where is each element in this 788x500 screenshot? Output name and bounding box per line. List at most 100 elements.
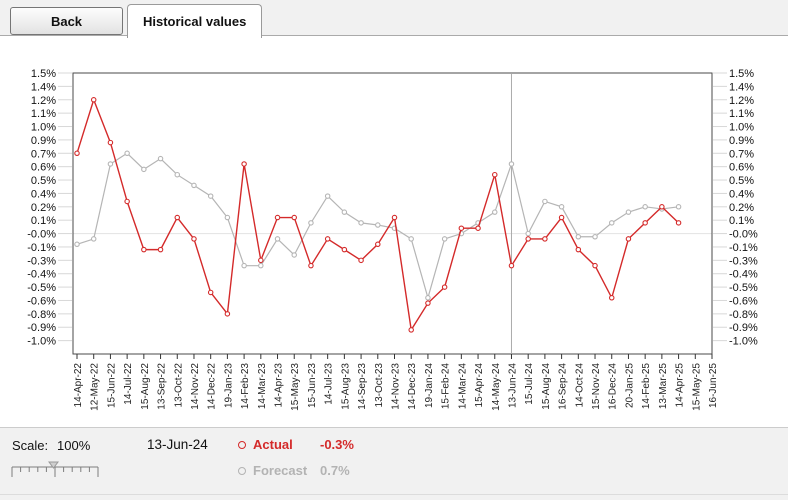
forecast-marker-icon <box>238 466 246 475</box>
svg-text:-0.9%: -0.9% <box>729 322 758 334</box>
plot-border <box>72 72 713 355</box>
svg-text:0.6%: 0.6% <box>729 162 754 174</box>
svg-text:13-Oct-23: 13-Oct-23 <box>374 363 385 408</box>
svg-text:-0.1%: -0.1% <box>729 242 758 254</box>
x-axis: 14-Apr-22 12-May-22 15-Jun-22 14-Jul-22 15-A… <box>73 354 719 411</box>
svg-text:14-Oct-24: 14-Oct-24 <box>574 363 585 408</box>
svg-text:-0.5%: -0.5% <box>729 282 758 294</box>
svg-text:-0.3%: -0.3% <box>27 255 56 267</box>
svg-text:0.9%: 0.9% <box>31 135 56 147</box>
svg-text:14-Apr-22: 14-Apr-22 <box>73 363 84 408</box>
svg-text:13-Jun-24: 13-Jun-24 <box>507 363 518 408</box>
svg-text:1.0%: 1.0% <box>729 122 754 134</box>
svg-text:14-Apr-23: 14-Apr-23 <box>274 363 285 408</box>
svg-text:15-Aug-24: 15-Aug-24 <box>541 363 552 410</box>
svg-text:-0.8%: -0.8% <box>729 309 758 321</box>
slider-thumb[interactable] <box>48 461 59 469</box>
svg-text:16-Jun-25: 16-Jun-25 <box>708 363 719 408</box>
legend-row-actual: Actual -0.3% <box>238 437 354 452</box>
svg-text:15-Nov-24: 15-Nov-24 <box>591 363 602 410</box>
svg-text:1.1%: 1.1% <box>729 108 754 120</box>
svg-text:14-Dec-22: 14-Dec-22 <box>207 363 218 410</box>
svg-text:14-Feb-25: 14-Feb-25 <box>641 363 652 410</box>
svg-text:19-Jan-23: 19-Jan-23 <box>223 363 234 408</box>
svg-text:13-Sep-22: 13-Sep-22 <box>157 363 168 410</box>
forecast-series <box>74 150 682 301</box>
svg-text:15-Apr-24: 15-Apr-24 <box>474 363 485 408</box>
svg-text:0.1%: 0.1% <box>729 215 754 227</box>
svg-text:15-May-23: 15-May-23 <box>290 363 301 411</box>
svg-text:1.1%: 1.1% <box>31 108 56 120</box>
svg-text:0.2%: 0.2% <box>729 202 754 214</box>
svg-text:1.2%: 1.2% <box>729 95 754 107</box>
svg-text:1.2%: 1.2% <box>31 95 56 107</box>
slider-ruler[interactable] <box>11 466 99 477</box>
svg-text:-0.5%: -0.5% <box>27 282 56 294</box>
svg-text:0.7%: 0.7% <box>31 148 56 160</box>
scale-label: Scale: <box>12 438 49 453</box>
svg-text:0.4%: 0.4% <box>31 188 56 200</box>
forecast-label: Forecast <box>253 463 308 478</box>
svg-text:0.4%: 0.4% <box>729 188 754 200</box>
svg-text:13-Mar-25: 13-Mar-25 <box>658 363 669 410</box>
chart-plot-area[interactable]: 1.5% 1.5%1.4% 1.4%1.2% 1.2%1.1% 1.1%1.0% 1.0%… <box>0 36 788 427</box>
footer-bar: Scale: 100% 13-Jun-24 Actual -0.3% Forec… <box>0 427 788 500</box>
svg-text:15-May-25: 15-May-25 <box>691 363 702 411</box>
actual-marker-icon <box>238 440 246 449</box>
back-button[interactable]: Back <box>10 7 123 35</box>
svg-text:0.6%: 0.6% <box>31 162 56 174</box>
svg-text:14-Feb-23: 14-Feb-23 <box>240 363 251 410</box>
chart-area: 1.5% 1.5% 1.4% 1.4% 1.2% 1.2% 1.1% 1.1% 1.0% 1.0%… <box>0 36 788 427</box>
forecast-value: 0.7% <box>320 463 350 478</box>
y-axis: 1.5% 1.5%1.4% 1.4%1.2% 1.2%1.1% 1.1%1.0% 1.0%… <box>27 68 758 348</box>
svg-text:-0.6%: -0.6% <box>27 295 56 307</box>
svg-text:15-Aug-23: 15-Aug-23 <box>340 363 351 410</box>
svg-text:-0.9%: -0.9% <box>27 322 56 334</box>
svg-text:15-Jun-23: 15-Jun-23 <box>307 363 318 408</box>
svg-text:14-Sep-23: 14-Sep-23 <box>357 363 368 410</box>
svg-text:1.5%: 1.5% <box>729 68 754 80</box>
svg-text:20-Jan-25: 20-Jan-25 <box>624 363 635 408</box>
svg-text:19-Jan-24: 19-Jan-24 <box>424 363 435 408</box>
svg-text:-0.4%: -0.4% <box>27 269 56 281</box>
svg-text:0.2%: 0.2% <box>31 202 56 214</box>
svg-text:14-Dec-23: 14-Dec-23 <box>407 363 418 410</box>
svg-text:14-Nov-22: 14-Nov-22 <box>190 363 201 410</box>
svg-text:1.0%: 1.0% <box>31 122 56 134</box>
svg-text:15-Jun-22: 15-Jun-22 <box>106 363 117 408</box>
svg-text:14-Nov-23: 14-Nov-23 <box>391 363 402 410</box>
scale-value: 100% <box>57 438 91 453</box>
svg-text:14-Jul-23: 14-Jul-23 <box>324 363 335 405</box>
footer-separator <box>0 494 788 495</box>
actual-series <box>74 97 682 333</box>
svg-text:-0.1%: -0.1% <box>27 242 56 254</box>
actual-label: Actual <box>253 437 293 452</box>
svg-text:0.5%: 0.5% <box>729 175 754 187</box>
svg-text:15-Feb-24: 15-Feb-24 <box>441 363 452 410</box>
svg-text:0.5%: 0.5% <box>31 175 56 187</box>
svg-text:0.1%: 0.1% <box>31 215 56 227</box>
svg-text:14-Mar-24: 14-Mar-24 <box>457 363 468 410</box>
svg-text:1.4%: 1.4% <box>31 81 56 93</box>
scale-slider[interactable] <box>10 460 102 480</box>
svg-text:13-Oct-22: 13-Oct-22 <box>173 363 184 408</box>
svg-text:-0.6%: -0.6% <box>729 295 758 307</box>
svg-text:12-May-22: 12-May-22 <box>90 363 101 411</box>
svg-text:-1.0%: -1.0% <box>729 336 758 348</box>
actual-value: -0.3% <box>320 437 354 452</box>
svg-text:-0.0%: -0.0% <box>729 229 758 241</box>
svg-text:-0.4%: -0.4% <box>729 269 758 281</box>
svg-text:15-Aug-22: 15-Aug-22 <box>140 363 151 410</box>
svg-text:-0.0%: -0.0% <box>27 229 56 241</box>
svg-text:-1.0%: -1.0% <box>27 336 56 348</box>
svg-text:16-Sep-24: 16-Sep-24 <box>558 363 569 410</box>
svg-text:16-Dec-24: 16-Dec-24 <box>608 363 619 410</box>
svg-text:14-Apr-25: 14-Apr-25 <box>675 363 686 408</box>
legend-row-forecast: Forecast 0.7% <box>238 463 350 478</box>
svg-text:-0.8%: -0.8% <box>27 309 56 321</box>
svg-text:1.4%: 1.4% <box>729 81 754 93</box>
svg-text:14-Jul-22: 14-Jul-22 <box>123 363 134 405</box>
svg-text:14-Mar-23: 14-Mar-23 <box>257 363 268 410</box>
tab-historical-values[interactable]: Historical values <box>127 4 263 38</box>
svg-text:15-Jul-24: 15-Jul-24 <box>524 363 535 405</box>
